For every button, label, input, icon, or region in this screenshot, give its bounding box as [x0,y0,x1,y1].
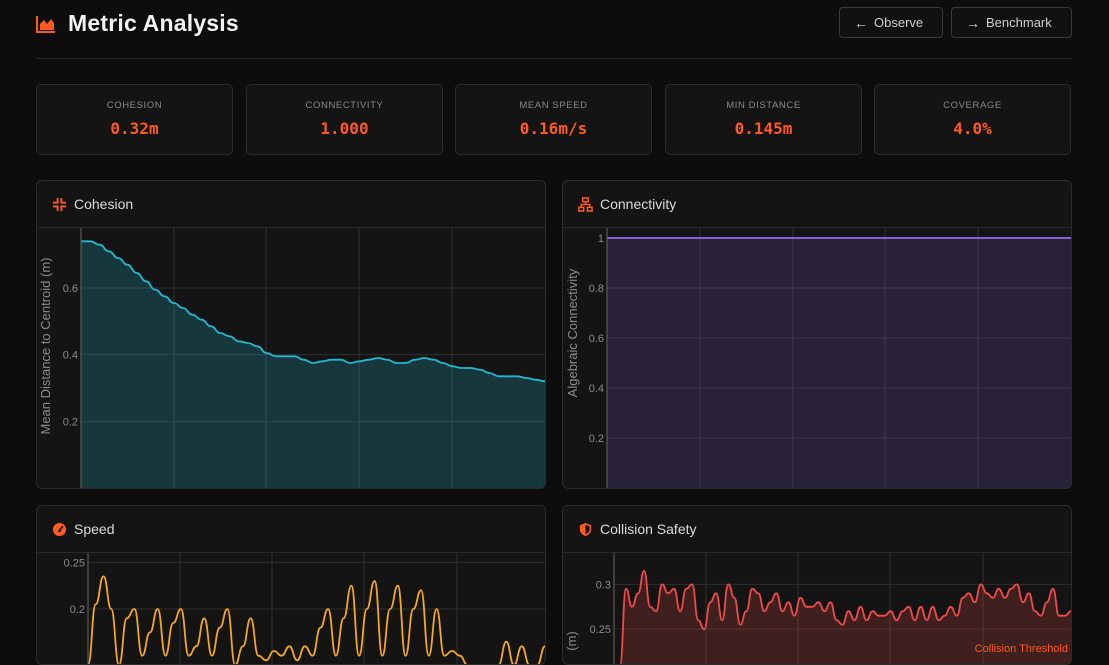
y-tick-label: 0.25 [64,557,85,569]
stat-label: CONNECTIVITY [305,100,384,111]
stat-label: MEAN SPEED [519,100,588,111]
series-line [87,575,545,664]
y-tick-label: 0.4 [589,383,604,395]
cohesion-chart: 0.2 0.4 0.6 Mean Distance to Centroid (m) [37,228,545,488]
stat-value: 1.000 [320,119,369,138]
gauge-icon [52,522,67,536]
speed-panel: Speed 0.2 0.25 [36,505,546,665]
header: Metric Analysis ← Observe → Benchmark [36,0,1072,59]
series-area [607,238,1071,488]
benchmark-button-label: Benchmark [986,15,1052,30]
stat-card-connectivity: CONNECTIVITY 1.000 [246,84,443,155]
collision-threshold-label: Collision Threshold [975,643,1068,655]
connectivity-panel: Connectivity 0.2 0.4 0.6 0.8 1 Algebraic Conn… [562,180,1072,489]
stat-card-mean-speed: MEAN SPEED 0.16m/s [455,84,652,155]
series-area [81,241,545,488]
panel-header: Speed [37,506,545,553]
stat-label: COVERAGE [943,100,1002,111]
area-chart-icon [36,15,55,33]
compress-arrows-icon [52,197,67,211]
y-tick-label: 0.6 [589,333,604,345]
stat-label: COHESION [106,100,163,111]
panel-header: Collision Safety [563,506,1071,553]
stat-card-coverage: COVERAGE 4.0% [874,84,1071,155]
y-tick-label: 0.8 [589,283,604,295]
panel-title: Connectivity [600,196,677,212]
series-line [80,240,545,383]
arrow-left-icon: ← [854,14,868,31]
y-tick-label: 0.4 [63,350,78,362]
page-title: Metric Analysis [68,10,239,36]
title-group: Metric Analysis [36,10,239,37]
collision-safety-chart: 0.25 0.3 (m) Collision Threshold [563,553,1071,664]
connectivity-chart-svg: 0.2 0.4 0.6 0.8 1 Algebraic Connectivity [565,228,1071,488]
stat-value: 4.0% [953,119,992,138]
stat-value: 0.16m/s [519,119,588,138]
panel-title: Collision Safety [600,521,697,537]
series-line [619,570,1071,664]
collision-safety-panel: Collision Safety 0.25 0.3 (m) Collision Thr… [562,505,1072,665]
network-icon [578,196,593,212]
stat-card-min-distance: MIN DISTANCE 0.145m [665,84,862,155]
y-tick-label: 1 [598,233,604,245]
speed-chart: 0.2 0.25 [37,553,545,664]
stat-label: MIN DISTANCE [726,100,801,111]
y-tick-label: 0.2 [70,604,85,616]
panel-header: Connectivity [563,181,1071,228]
cohesion-chart-svg: 0.2 0.4 0.6 Mean Distance to Centroid (m) [38,228,545,488]
panel-title: Speed [74,521,115,537]
arrow-right-icon: → [966,14,980,31]
y-tick-label: 0.6 [63,283,78,295]
stat-value: 0.32m [110,119,159,138]
y-tick-label: 0.3 [596,579,611,591]
y-tick-label: 0.2 [63,416,78,428]
cohesion-panel: Cohesion 0.2 0.4 0.6 Mean Distance to Centr… [36,180,546,489]
speed-chart-svg: 0.2 0.25 [64,553,545,664]
panel-header: Cohesion [37,181,545,228]
observe-button-label: Observe [874,15,924,30]
y-axis-label: Algebraic Connectivity [565,268,580,397]
shield-icon [579,522,592,536]
stat-value: 0.145m [734,119,793,138]
observe-button[interactable]: ← Observe [839,7,943,38]
y-axis-label: Mean Distance to Centroid (m) [38,257,53,434]
y-axis-label: (m) [564,631,579,651]
y-tick-label: 0.2 [589,433,604,445]
collision-safety-chart-svg: 0.25 0.3 (m) Collision Threshold [564,553,1071,664]
panel-title: Cohesion [74,196,134,212]
connectivity-chart: 0.2 0.4 0.6 0.8 1 Algebraic Connectivity [563,228,1071,488]
y-tick-label: 0.25 [590,624,611,636]
benchmark-button[interactable]: → Benchmark [951,7,1072,38]
stat-card-cohesion: COHESION 0.32m [36,84,233,155]
